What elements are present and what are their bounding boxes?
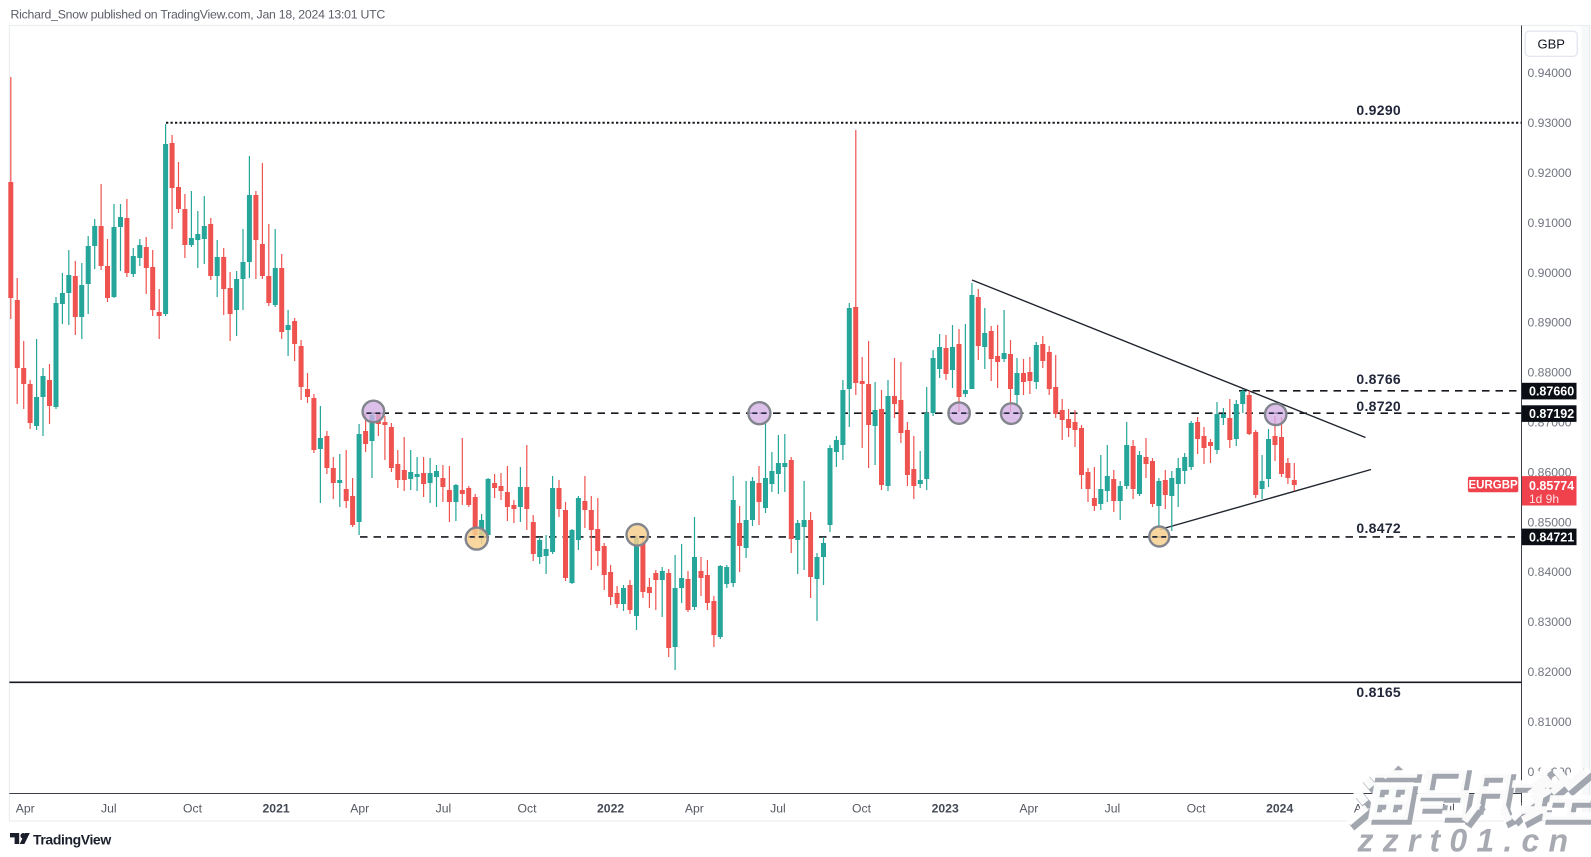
svg-text:2024: 2024	[1266, 802, 1293, 816]
svg-text:0.9290: 0.9290	[1356, 102, 1401, 118]
svg-text:0.8720: 0.8720	[1356, 398, 1401, 414]
svg-text:zzrt01.cn: zzrt01.cn	[1357, 823, 1578, 857]
svg-text:0.8472: 0.8472	[1356, 520, 1401, 536]
svg-text:0.82000: 0.82000	[1528, 665, 1572, 679]
svg-text:2022: 2022	[597, 802, 624, 816]
svg-text:0.90000: 0.90000	[1528, 266, 1572, 280]
svg-text:Jul: Jul	[101, 802, 117, 816]
svg-text:0.93000: 0.93000	[1528, 116, 1572, 130]
svg-text:Richard_Snow published on Trad: Richard_Snow published on TradingView.co…	[11, 8, 386, 22]
svg-text:EURGBP: EURGBP	[1468, 480, 1518, 492]
svg-text:zzrt01.cn: zzrt01.cn	[1354, 821, 1575, 857]
svg-text:Jul: Jul	[436, 802, 452, 816]
svg-text:2023: 2023	[932, 802, 959, 816]
svg-text:0.8165: 0.8165	[1356, 684, 1401, 700]
svg-text:Apr: Apr	[685, 802, 704, 816]
svg-text:0.84000: 0.84000	[1528, 565, 1572, 579]
svg-text:Apr: Apr	[1019, 802, 1038, 816]
svg-text:0.83000: 0.83000	[1528, 615, 1572, 629]
svg-text:1d 9h: 1d 9h	[1529, 492, 1559, 506]
svg-text:GBP: GBP	[1537, 36, 1564, 51]
svg-text:Oct: Oct	[1187, 802, 1207, 816]
svg-text:0.88000: 0.88000	[1528, 366, 1572, 380]
svg-text:0.84721: 0.84721	[1529, 530, 1574, 544]
svg-text:0.85774: 0.85774	[1529, 479, 1574, 493]
svg-text:Jul: Jul	[770, 802, 786, 816]
svg-text:Apr: Apr	[16, 802, 35, 816]
svg-text:Apr: Apr	[350, 802, 369, 816]
svg-text:Oct: Oct	[183, 802, 203, 816]
svg-text:0.85000: 0.85000	[1528, 515, 1572, 529]
svg-text:0.81000: 0.81000	[1528, 715, 1572, 729]
svg-text:0.94000: 0.94000	[1528, 66, 1572, 80]
svg-text:Oct: Oct	[518, 802, 538, 816]
svg-text:0.89000: 0.89000	[1528, 316, 1572, 330]
svg-text:Oct: Oct	[852, 802, 872, 816]
svg-text:0.91000: 0.91000	[1528, 216, 1572, 230]
svg-text:TradingView: TradingView	[33, 831, 111, 847]
svg-text:2021: 2021	[263, 802, 290, 816]
svg-text:Jul: Jul	[1105, 802, 1121, 816]
svg-text:0.87192: 0.87192	[1529, 407, 1574, 421]
svg-text:0.92000: 0.92000	[1528, 166, 1572, 180]
svg-text:0.8766: 0.8766	[1356, 371, 1401, 387]
svg-text:0.87660: 0.87660	[1529, 385, 1574, 399]
svg-text:0.86000: 0.86000	[1528, 465, 1572, 479]
